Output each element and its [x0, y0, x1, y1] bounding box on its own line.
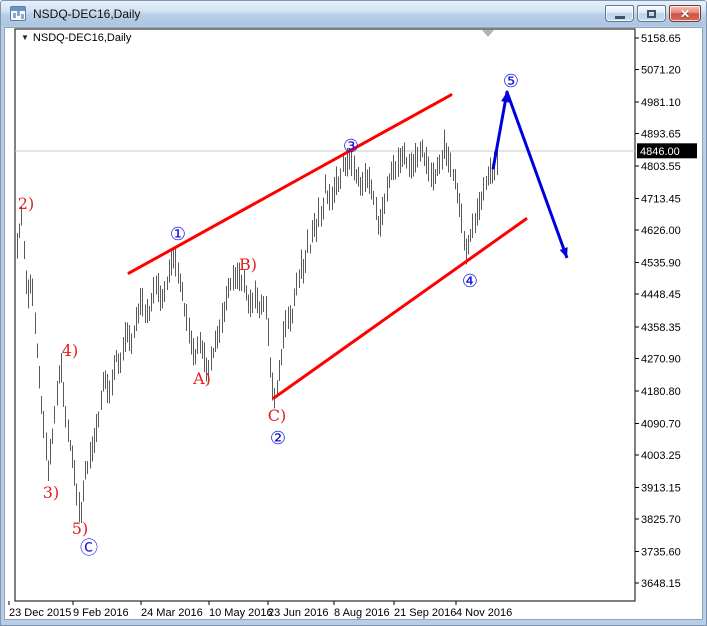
y-axis-label: 4803.55: [641, 161, 681, 173]
y-axis-label: 4981.10: [641, 97, 681, 109]
price-chart-canvas[interactable]: 5158.65 5071.20 4981.10 4893.65 4803.55 4713.…: [4, 27, 703, 620]
wave-label-blue: Ⓒ: [80, 538, 98, 559]
y-axis-label: 4893.65: [641, 129, 681, 141]
window-title: NSDQ-DEC16,Daily: [33, 6, 141, 21]
y-axis-label: 3648.15: [641, 578, 681, 590]
x-axis-label: 8 Aug 2016: [334, 607, 390, 619]
x-axis-label: 10 May 2016: [209, 607, 273, 619]
symbol-text: NSDQ-DEC16,Daily: [32, 32, 132, 44]
y-axis-label: 4713.45: [641, 194, 681, 206]
scroll-position-marker-icon: [482, 30, 494, 37]
plot-frame: [14, 28, 636, 602]
y-axis-label: 4448.45: [641, 289, 681, 301]
y-axis-label: 4626.00: [641, 225, 681, 237]
wave-label-red: A): [192, 369, 211, 388]
y-axis-label: 4535.90: [641, 258, 681, 270]
wave-label-red: 5): [72, 519, 88, 538]
y-axis-label: 3735.60: [641, 546, 681, 558]
y-axis-label: 4358.35: [641, 322, 681, 334]
restore-icon: [647, 9, 656, 18]
y-axis-label: 5158.65: [641, 33, 681, 45]
price-bars: [17, 129, 498, 524]
close-icon: ✕: [679, 6, 691, 21]
upper-channel-trendline[interactable]: [127, 93, 453, 275]
wave-label-red: 4): [62, 341, 78, 360]
minimize-icon: [614, 15, 625, 19]
y-axis-label: 4270.90: [641, 353, 681, 365]
chart-symbol-label[interactable]: ▼ NSDQ-DEC16,Daily: [21, 32, 131, 44]
wave-label-blue: ⑤: [503, 71, 519, 92]
lower-channel-trendline[interactable]: [272, 217, 528, 400]
wave-label-red: C): [268, 406, 286, 425]
wave-label-red: B): [239, 255, 257, 274]
y-axis-label: 4090.70: [641, 418, 681, 430]
x-axis-label: 21 Sep 2016: [394, 607, 456, 619]
close-button[interactable]: ✕: [669, 5, 701, 22]
current-price-tag: [637, 143, 697, 159]
x-axis-label: 24 Mar 2016: [141, 607, 203, 619]
symbol-dropdown-icon: ▼: [21, 33, 29, 42]
y-axis-label: 3913.15: [641, 482, 681, 494]
y-axis-label: 4003.25: [641, 450, 681, 462]
arrow-head-up-icon: [501, 91, 510, 103]
wave-label-red: 2): [18, 194, 34, 213]
chart-client-area: 5158.65 5071.20 4981.10 4893.65 4803.55 4713.…: [4, 27, 703, 620]
x-axis-label: 23 Jun 2016: [268, 607, 329, 619]
y-axis-label: 3825.70: [641, 514, 681, 526]
wave-label-blue: ①: [170, 224, 186, 245]
x-axis-label: 9 Feb 2016: [73, 607, 129, 619]
y-axis-label: 4180.80: [641, 386, 681, 398]
chart-window-icon: [10, 6, 26, 21]
restore-button[interactable]: [637, 5, 666, 22]
wave-label-red: 3): [43, 483, 59, 502]
y-axis-label: 5071.20: [641, 65, 681, 77]
arrow-head-down-icon: [559, 247, 568, 258]
current-price-value: 4846.00: [640, 146, 680, 158]
x-axis-label: 4 Nov 2016: [456, 607, 512, 619]
wave-label-blue: ④: [462, 271, 478, 292]
window-controls: ✕: [605, 5, 701, 22]
wave-label-blue: ③: [343, 136, 359, 157]
x-axis-label: 23 Dec 2015: [9, 607, 71, 619]
titlebar[interactable]: NSDQ-DEC16,Daily ✕: [1, 1, 706, 26]
wave-label-blue: ②: [270, 428, 286, 449]
minimize-button[interactable]: [605, 5, 634, 22]
